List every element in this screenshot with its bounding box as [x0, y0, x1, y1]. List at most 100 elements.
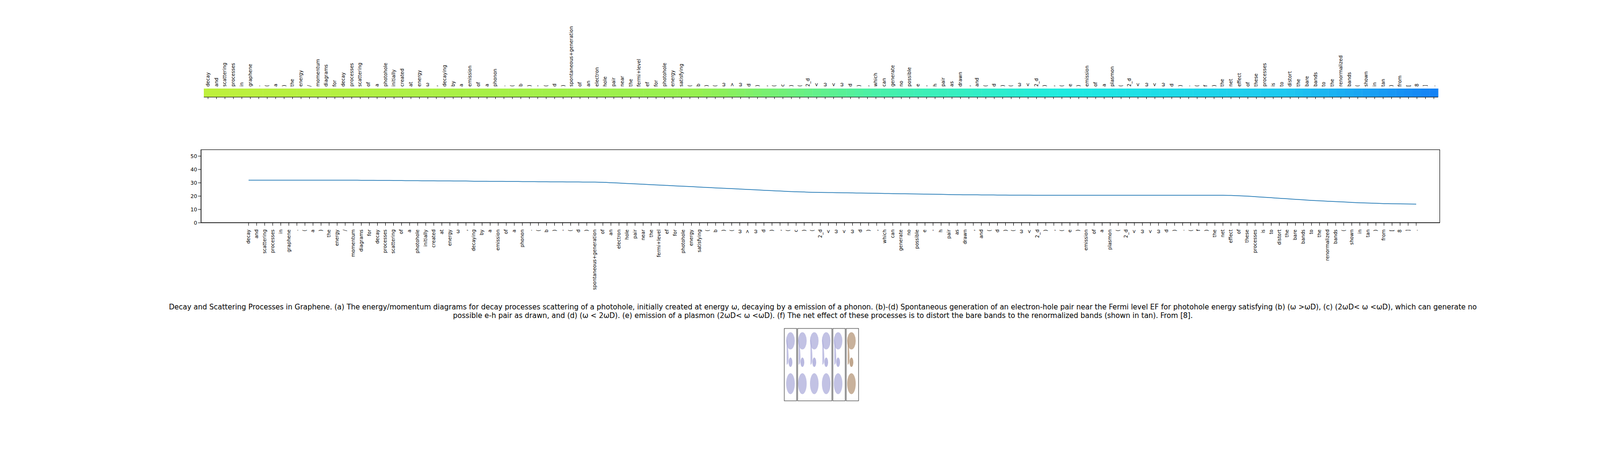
svg-text:): )	[856, 84, 862, 87]
svg-text:the: the	[1211, 229, 1218, 238]
svg-text:8: 8	[1397, 229, 1403, 233]
svg-text:the: the	[1329, 79, 1335, 87]
svg-text:): )	[1042, 229, 1049, 232]
svg-text:[: [	[1389, 229, 1395, 232]
svg-text:processes: processes	[270, 229, 276, 254]
svg-text:): )	[1177, 84, 1183, 87]
svg-text:b: b	[695, 83, 701, 87]
svg-text:these: these	[1253, 73, 1259, 87]
svg-text:initially: initially	[390, 69, 397, 87]
svg-text:for: for	[672, 229, 678, 237]
svg-text:of: of	[1236, 229, 1242, 235]
svg-text:(: (	[535, 229, 541, 232]
svg-text:ω: ω	[424, 82, 430, 87]
svg-text:an: an	[608, 229, 614, 236]
svg-text:processes: processes	[382, 229, 388, 254]
svg-text:distort: distort	[1276, 229, 1282, 245]
svg-text:photohole: photohole	[414, 229, 420, 254]
svg-text:<: <	[830, 82, 837, 87]
svg-text:and: and	[978, 229, 984, 239]
svg-text:40: 40	[190, 166, 198, 173]
svg-text:(: (	[1340, 229, 1347, 232]
svg-text:and: and	[213, 77, 220, 87]
svg-text:an: an	[585, 80, 591, 87]
svg-text:bands: bands	[1332, 229, 1339, 244]
svg-text:by: by	[479, 229, 485, 236]
svg-text:,: ,	[463, 229, 469, 231]
svg-text:): )	[1372, 229, 1379, 232]
svg-text:decay: decay	[205, 72, 211, 87]
svg-text:no: no	[906, 229, 912, 236]
svg-text:,: ,	[970, 229, 976, 231]
svg-text:ω: ω	[1018, 229, 1024, 234]
svg-text:emission: emission	[495, 229, 501, 251]
svg-text:<: <	[1147, 229, 1153, 234]
svg-text:d: d	[1169, 83, 1175, 87]
svg-text:10: 10	[190, 206, 198, 213]
svg-text:(: (	[1118, 84, 1124, 87]
svg-text:ω: ω	[1155, 229, 1161, 234]
svg-text:.: .	[293, 229, 300, 231]
svg-text:ω: ω	[1139, 229, 1145, 234]
svg-text:): )	[560, 84, 566, 87]
svg-text:plasmon: plasmon	[1109, 66, 1115, 87]
svg-text:(: (	[712, 84, 718, 87]
svg-text:(: (	[771, 84, 777, 87]
svg-text:photohole: photohole	[382, 62, 389, 87]
svg-text:(: (	[704, 229, 710, 232]
svg-text:the: the	[1219, 79, 1225, 87]
svg-text:of: of	[475, 81, 481, 87]
svg-text:): )	[318, 229, 324, 232]
svg-text:ω: ω	[720, 82, 727, 87]
svg-text:processes: processes	[230, 62, 236, 87]
svg-text:ω: ω	[822, 82, 828, 87]
svg-text:a: a	[1099, 229, 1105, 233]
svg-text:energy: energy	[447, 229, 453, 247]
svg-text:<: <	[841, 229, 847, 234]
svg-text:.: .	[527, 229, 533, 231]
svg-text:processes: processes	[349, 62, 355, 87]
svg-text:c: c	[793, 229, 799, 233]
svg-text:pair: pair	[940, 77, 946, 87]
svg-text:ω: ω	[849, 229, 855, 234]
svg-text:): )	[1002, 229, 1009, 232]
svg-text:is: is	[1270, 82, 1276, 87]
svg-text:energy: energy	[298, 70, 304, 87]
svg-text:.: .	[1430, 85, 1437, 87]
svg-text:.: .	[1185, 85, 1191, 87]
svg-text:.: .	[255, 85, 261, 87]
svg-text:): )	[703, 84, 710, 87]
svg-text:(: (	[1194, 84, 1200, 87]
svg-text:a: a	[310, 229, 316, 233]
svg-text:e: e	[1067, 83, 1073, 87]
svg-text:created: created	[430, 229, 437, 248]
svg-text:(: (	[543, 84, 549, 87]
svg-text:(: (	[1115, 229, 1121, 232]
svg-text:,: ,	[1050, 85, 1056, 87]
svg-text:): )	[1075, 84, 1081, 87]
svg-text:bare: bare	[1292, 229, 1298, 241]
svg-text:in: in	[1371, 82, 1378, 87]
svg-text:ef: ef	[664, 229, 670, 235]
svg-text:/: /	[342, 229, 348, 231]
svg-text:net: net	[1220, 229, 1226, 238]
svg-text:no: no	[898, 80, 904, 87]
svg-text:tan: tan	[1365, 229, 1371, 238]
svg-text:8: 8	[1414, 83, 1420, 87]
svg-text:satisfying: satisfying	[696, 229, 702, 253]
svg-text:2_d: 2_d	[1033, 78, 1040, 87]
svg-text:): )	[1211, 84, 1217, 87]
svg-text:net: net	[1228, 79, 1234, 87]
svg-text:(: (	[797, 84, 803, 87]
svg-text:a: a	[487, 229, 493, 233]
svg-text:diagrams: diagrams	[358, 229, 364, 252]
svg-text:phonon: phonon	[492, 68, 498, 87]
svg-text:): )	[1041, 84, 1048, 87]
svg-text:fermi+level: fermi+level	[656, 229, 662, 258]
svg-text:20: 20	[190, 193, 198, 200]
svg-text:(: (	[1008, 84, 1014, 87]
svg-text:.: .	[1180, 229, 1186, 231]
svg-text:can: can	[890, 229, 896, 239]
svg-text:decay: decay	[245, 229, 251, 244]
svg-text:): )	[865, 229, 871, 232]
